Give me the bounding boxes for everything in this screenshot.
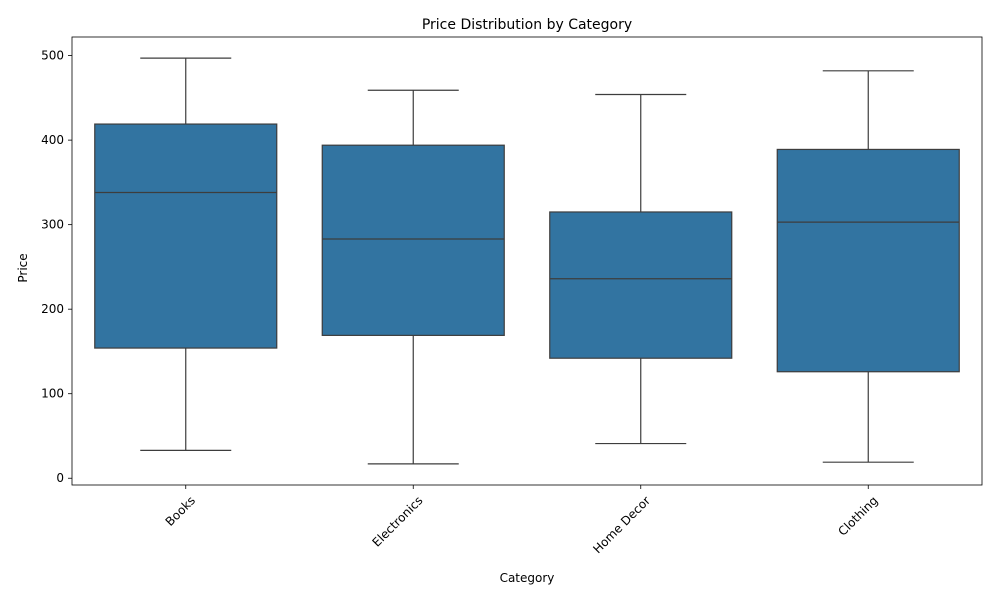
x-axis: Books Electronics Home Decor Clothing [163,485,881,556]
plot-area [71,36,983,486]
box-electronics [321,89,505,465]
plot-frame [71,36,983,486]
chart-title: Price Distribution by Category [422,17,632,33]
box-clothing [776,70,960,463]
x-tick-label: Electronics [369,493,425,549]
iqr-box [94,123,278,349]
y-tick-label: 300 [41,218,64,232]
y-tick-label: 0 [56,471,64,485]
y-tick-label: 500 [41,49,64,63]
y-tick-label: 100 [41,387,64,401]
y-tick-label: 200 [41,302,64,316]
box-books [94,57,278,451]
x-tick-label: Clothing [835,493,880,538]
x-axis-label: Category [500,571,555,585]
iqr-box [321,144,505,336]
y-axis-label: Price [16,253,30,282]
y-tick-label: 400 [41,133,64,147]
iqr-box [549,211,733,359]
iqr-box [776,148,960,373]
y-axis: 0 100 200 300 400 500 [41,49,72,485]
x-tick-label: Home Decor [590,493,653,556]
x-tick-label: Books [163,493,198,528]
box-home-decor [549,93,733,445]
